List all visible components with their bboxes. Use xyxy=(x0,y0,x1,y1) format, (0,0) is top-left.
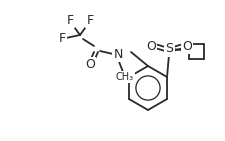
Text: O: O xyxy=(182,39,192,52)
Text: F: F xyxy=(86,14,94,27)
Text: N: N xyxy=(113,48,123,60)
Text: S: S xyxy=(165,42,173,56)
Text: CH₃: CH₃ xyxy=(116,72,134,82)
Text: F: F xyxy=(66,14,74,27)
Text: O: O xyxy=(85,59,95,71)
Text: O: O xyxy=(146,39,156,52)
Text: F: F xyxy=(58,31,65,45)
